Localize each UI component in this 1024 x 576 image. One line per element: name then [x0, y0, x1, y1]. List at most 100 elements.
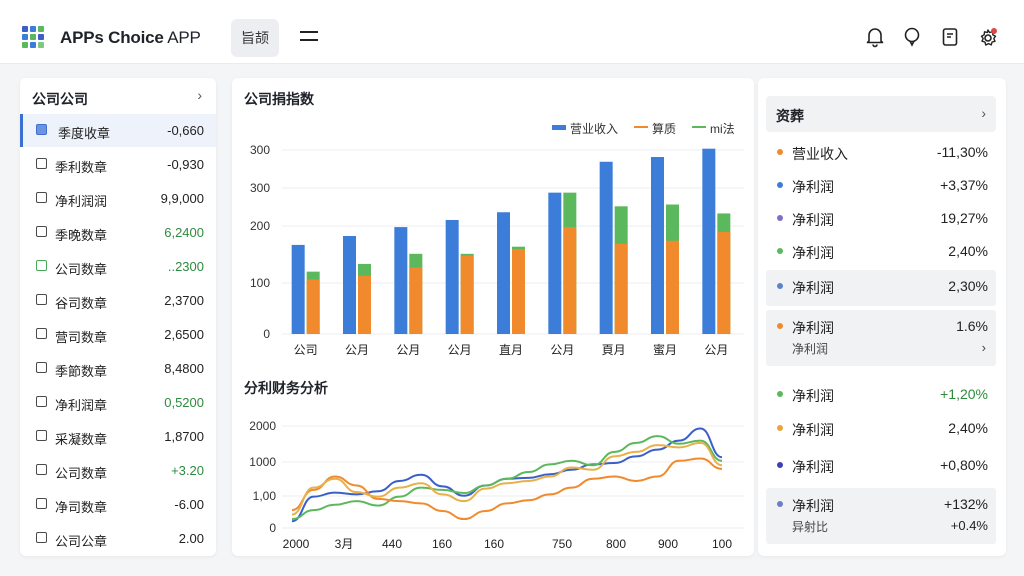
bar-quality[interactable] [306, 279, 320, 334]
x-tick-label: 440 [382, 537, 402, 551]
bar-revenue[interactable] [548, 192, 562, 334]
bar-revenue[interactable] [497, 212, 510, 334]
list-item-label: 净司数章 [55, 500, 108, 515]
kpi-row[interactable]: 净利润 19,27% [766, 202, 996, 236]
bar-quality[interactable] [409, 267, 423, 334]
line-series-0[interactable] [291, 427, 723, 523]
left-list-item[interactable]: 季度收章 -0,660 [20, 114, 216, 147]
left-list-item[interactable]: 净利润润 9,9,000 [20, 182, 216, 215]
left-list-item[interactable]: 采凝数章 1,8700 [20, 420, 216, 453]
bar-revenue[interactable] [343, 236, 356, 334]
nav-tab-home[interactable]: 旨颉 [231, 19, 279, 57]
kpi-row[interactable]: 净利润 2,30% [766, 270, 996, 306]
bar-quality[interactable] [614, 243, 628, 334]
list-item-label: 公司数章 [55, 466, 108, 481]
left-list-item[interactable]: 营司数章 2,6500 [20, 318, 216, 351]
left-list-item[interactable]: 季節数章 8,4800 [20, 352, 216, 385]
chevron-right-icon[interactable]: › [981, 105, 986, 121]
bar-quality[interactable] [460, 255, 474, 334]
kpi-row[interactable]: 净利润 +3,37% [766, 169, 996, 203]
x-tick-label: 160 [484, 537, 504, 551]
left-list-item[interactable]: 季利数章 -0,930 [20, 148, 216, 181]
bar-revenue[interactable] [445, 219, 459, 334]
left-list-item[interactable]: 谷司数章 2,3700 [20, 284, 216, 317]
top-bar: APPs Choice APP 旨颉 [0, 0, 1024, 64]
chevron-right-icon[interactable]: › [197, 87, 202, 103]
bar-quality[interactable] [717, 231, 731, 334]
x-tick-label: 蜜月 [653, 342, 677, 357]
kpi-value: +1,20% [940, 386, 988, 402]
checkbox[interactable] [36, 430, 47, 441]
bar-quality[interactable] [358, 275, 371, 334]
line-series-2[interactable] [291, 457, 723, 521]
kpi-row[interactable]: 净利润 2,40% [766, 235, 996, 269]
left-list-item[interactable]: 公司数章 ..2300 [20, 250, 216, 283]
x-tick-label: 公月 [448, 343, 472, 357]
y-tick-label: 300 [250, 181, 270, 195]
line-series-1[interactable] [291, 435, 723, 521]
left-panel-title: 公司公司 [32, 91, 88, 107]
list-item-label: 采凝数章 [55, 432, 108, 447]
kpi-value: -11,30% [936, 144, 988, 160]
kpi-label: 净利润 [792, 459, 834, 475]
list-item-value: 8,4800 [164, 361, 204, 376]
legend-swatch [634, 126, 648, 128]
list-item-value: -6.00 [174, 497, 204, 512]
checkbox[interactable] [36, 226, 47, 237]
bar-revenue[interactable] [394, 227, 408, 334]
kpi-row[interactable]: 净利润 1.6% 净利润 › [766, 310, 996, 366]
bar-revenue[interactable] [702, 148, 716, 334]
list-item-label: 净利润润 [55, 194, 108, 209]
list-item-value: 2.00 [178, 531, 204, 546]
checkbox[interactable] [36, 294, 47, 305]
bar-revenue[interactable] [651, 157, 664, 334]
bar-quality[interactable] [563, 227, 577, 334]
chat-icon[interactable] [902, 26, 922, 48]
left-list-item[interactable]: 净司数章 -6.00 [20, 488, 216, 521]
kpi-row[interactable]: 净利润 2,40% [766, 412, 996, 446]
left-list-item[interactable]: 净利润章 0,5200 [20, 386, 216, 419]
kpi-row[interactable]: 净利润 +1,20% [766, 378, 996, 412]
bar-revenue[interactable] [599, 161, 613, 334]
kpi-label: 净利润 [792, 179, 834, 195]
legend-item-quality[interactable]: 算质 [634, 120, 676, 137]
checkbox[interactable] [36, 328, 47, 339]
kpi-row[interactable]: 净利润 +0,80% [766, 449, 996, 483]
kpi-label: 净利润 [792, 498, 834, 514]
legend-item-revenue[interactable]: 营业收入 [552, 120, 618, 137]
left-list-item[interactable]: 公司数章 +3.20 [20, 454, 216, 487]
checkbox[interactable] [36, 396, 47, 407]
line-series-3[interactable] [291, 441, 723, 516]
kpi-row[interactable]: 营业收入 -11,30% [766, 136, 996, 170]
checkbox[interactable] [36, 124, 47, 135]
left-panel-header[interactable]: 公司公司 › [20, 78, 216, 114]
gear-icon[interactable] [978, 26, 998, 48]
checkbox[interactable] [36, 192, 47, 203]
left-list-item[interactable]: 季晚数章 6,2400 [20, 216, 216, 249]
bar-revenue[interactable] [291, 244, 305, 334]
chevron-right-icon[interactable]: › [981, 340, 986, 355]
checkbox[interactable] [36, 362, 47, 373]
left-list-item[interactable]: 公司公章 2.00 [20, 522, 216, 555]
list-item-label: 谷司数章 [55, 296, 108, 311]
checkbox[interactable] [36, 464, 47, 475]
checkbox[interactable] [36, 532, 47, 543]
bell-icon[interactable] [865, 26, 885, 48]
y-tick-label: 2000 [249, 419, 276, 433]
list-item-value: 0,5200 [164, 395, 204, 410]
line-chart-title: 分利财务分析 [244, 380, 328, 396]
checkbox[interactable] [36, 158, 47, 169]
legend-item-mi[interactable]: mi法 [692, 120, 735, 137]
document-icon[interactable] [940, 26, 960, 48]
kpi-value: +3,37% [940, 177, 988, 193]
list-item-value: 1,8700 [164, 429, 204, 444]
checkbox[interactable] [36, 260, 47, 271]
checkbox[interactable] [36, 498, 47, 509]
bar-quality[interactable] [512, 249, 525, 334]
list-item-label: 净利润章 [55, 398, 108, 413]
x-tick-label: 直月 [499, 343, 523, 357]
kpi-row[interactable]: 净利润 +132% 异射比 +0.4% [766, 488, 996, 544]
bar-quality[interactable] [666, 240, 679, 334]
menu-icon[interactable] [300, 31, 318, 43]
right-panel-header[interactable]: 资葬 › [766, 96, 996, 132]
